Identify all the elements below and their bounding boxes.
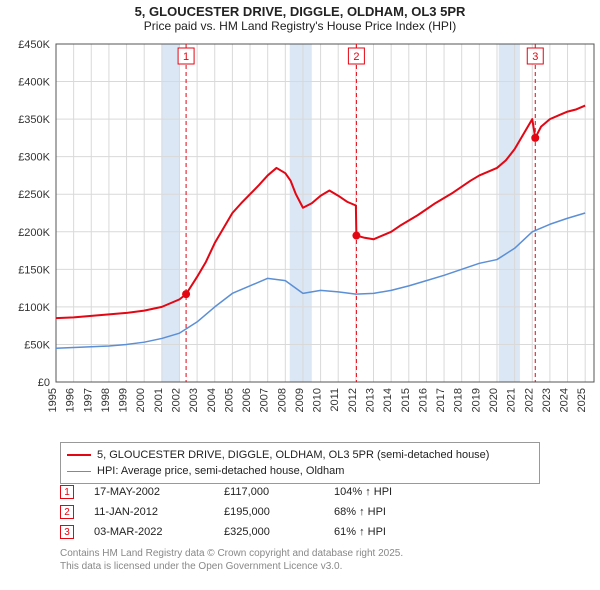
svg-text:2008: 2008: [276, 388, 288, 412]
svg-text:2010: 2010: [312, 388, 324, 412]
sale-pct: 68% ↑ HPI: [334, 506, 484, 518]
legend: 5, GLOUCESTER DRIVE, DIGGLE, OLDHAM, OL3…: [60, 442, 540, 484]
svg-text:£50K: £50K: [24, 339, 50, 351]
svg-text:£200K: £200K: [18, 227, 50, 239]
svg-text:£0: £0: [38, 377, 50, 389]
sale-date: 17-MAY-2002: [94, 486, 224, 498]
svg-text:2017: 2017: [435, 388, 447, 412]
svg-text:2014: 2014: [382, 388, 394, 412]
svg-text:£350K: £350K: [18, 114, 50, 126]
svg-text:1999: 1999: [118, 388, 130, 412]
legend-label: 5, GLOUCESTER DRIVE, DIGGLE, OLDHAM, OL3…: [97, 449, 489, 461]
svg-text:3: 3: [532, 51, 538, 63]
sale-row: 2 11-JAN-2012£195,00068% ↑ HPI: [60, 502, 540, 522]
page-title: 5, GLOUCESTER DRIVE, DIGGLE, OLDHAM, OL3…: [0, 4, 600, 19]
chart-area: £0 £50K £100K £150K £200K £250K £300K £350K £400…: [0, 36, 600, 436]
svg-text:1997: 1997: [82, 388, 94, 412]
svg-text:2012: 2012: [347, 388, 359, 412]
svg-text:2022: 2022: [523, 388, 535, 412]
legend-swatch: [67, 471, 91, 472]
footer-attribution: Contains HM Land Registry data © Crown c…: [60, 548, 560, 573]
footer-line1: Contains HM Land Registry data © Crown c…: [60, 548, 560, 561]
sale-price: £325,000: [224, 526, 334, 538]
svg-text:2011: 2011: [329, 388, 341, 412]
svg-text:2021: 2021: [506, 388, 518, 412]
sale-marker: 3: [60, 525, 74, 539]
svg-text:£450K: £450K: [18, 39, 50, 51]
sale-price: £195,000: [224, 506, 334, 518]
sale-marker: 2: [60, 505, 74, 519]
svg-text:1995: 1995: [47, 388, 59, 412]
sale-price: £117,000: [224, 486, 334, 498]
svg-text:1: 1: [183, 51, 189, 63]
svg-text:2: 2: [353, 51, 359, 63]
svg-text:1998: 1998: [100, 388, 112, 412]
svg-text:2000: 2000: [135, 388, 147, 412]
svg-text:2009: 2009: [294, 388, 306, 412]
sale-row: 3 03-MAR-2022£325,00061% ↑ HPI: [60, 522, 540, 542]
svg-text:2025: 2025: [576, 388, 588, 412]
page-subtitle: Price paid vs. HM Land Registry's House …: [0, 19, 600, 33]
svg-text:2023: 2023: [541, 388, 553, 412]
sales-table: 1 17-MAY-2002£117,000104% ↑ HPI 2 11-JAN-20…: [60, 482, 540, 542]
svg-text:£250K: £250K: [18, 189, 50, 201]
svg-text:2019: 2019: [470, 388, 482, 412]
svg-text:£300K: £300K: [18, 152, 50, 164]
svg-text:2003: 2003: [188, 388, 200, 412]
svg-text:2024: 2024: [559, 388, 571, 412]
svg-text:£400K: £400K: [18, 77, 50, 89]
svg-text:2020: 2020: [488, 388, 500, 412]
svg-text:2016: 2016: [417, 388, 429, 412]
svg-text:2006: 2006: [241, 388, 253, 412]
svg-text:£100K: £100K: [18, 302, 50, 314]
sale-row: 1 17-MAY-2002£117,000104% ↑ HPI: [60, 482, 540, 502]
legend-swatch: [67, 454, 91, 456]
price-chart: £0 £50K £100K £150K £200K £250K £300K £350K £400…: [0, 36, 600, 436]
svg-text:2001: 2001: [153, 388, 165, 412]
svg-text:1996: 1996: [65, 388, 77, 412]
svg-text:2007: 2007: [259, 388, 271, 412]
sale-marker: 1: [60, 485, 74, 499]
svg-text:2002: 2002: [170, 388, 182, 412]
sale-pct: 61% ↑ HPI: [334, 526, 484, 538]
svg-text:£150K: £150K: [18, 264, 50, 276]
footer-line2: This data is licensed under the Open Gov…: [60, 561, 560, 574]
legend-row: HPI: Average price, semi-detached house,…: [67, 463, 533, 479]
svg-text:2004: 2004: [206, 388, 218, 412]
sale-pct: 104% ↑ HPI: [334, 486, 484, 498]
svg-text:2005: 2005: [223, 388, 235, 412]
svg-text:2018: 2018: [453, 388, 465, 412]
svg-text:2013: 2013: [365, 388, 377, 412]
sale-date: 11-JAN-2012: [94, 506, 224, 518]
svg-text:2015: 2015: [400, 388, 412, 412]
legend-row: 5, GLOUCESTER DRIVE, DIGGLE, OLDHAM, OL3…: [67, 447, 533, 463]
sale-date: 03-MAR-2022: [94, 526, 224, 538]
legend-label: HPI: Average price, semi-detached house,…: [97, 465, 344, 477]
